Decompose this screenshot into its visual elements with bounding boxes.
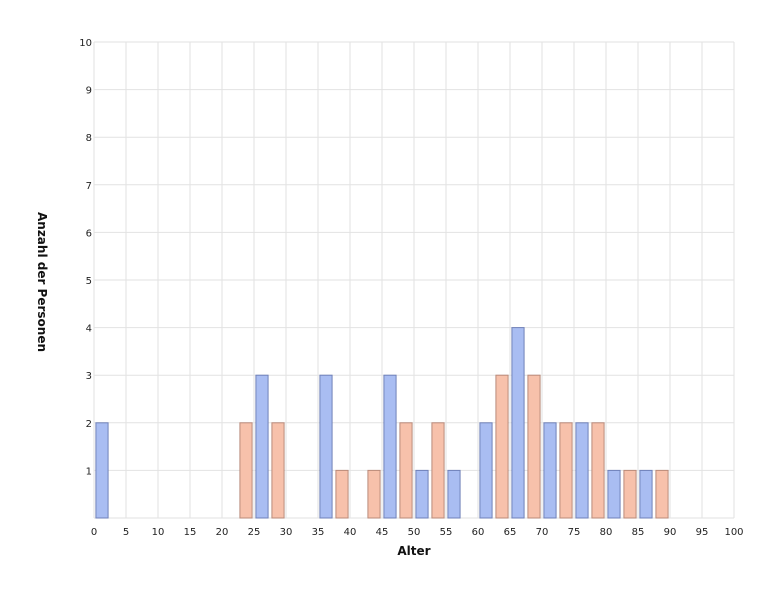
x-tick-label: 80 xyxy=(600,527,613,538)
bar-series-1 xyxy=(479,422,493,519)
grid xyxy=(93,41,735,519)
x-tick-label: 0 xyxy=(91,527,97,538)
bar-series-2 xyxy=(495,374,509,519)
bar-series-2 xyxy=(271,422,285,519)
x-tick-label: 50 xyxy=(408,527,421,538)
bar-series-2 xyxy=(623,469,637,519)
x-tick-label: 20 xyxy=(216,527,229,538)
x-tick-label: 15 xyxy=(184,527,197,538)
y-tick-label: 6 xyxy=(86,228,92,239)
y-tick-label: 9 xyxy=(86,86,92,97)
x-tick-label: 75 xyxy=(568,527,581,538)
bar-series-1 xyxy=(511,327,525,519)
bar-series-2 xyxy=(431,422,445,519)
x-tick-label: 85 xyxy=(632,527,645,538)
x-tick-label: 55 xyxy=(440,527,453,538)
bar-series-2 xyxy=(335,469,349,519)
bar-series-2 xyxy=(591,422,605,519)
y-tick-label: 2 xyxy=(86,419,92,430)
bar-series-2 xyxy=(527,374,541,519)
x-axis-ticks: 0 5 10 15 20 25 30 35 40 45 50 55 60 65 70 75 80 85 90 95 10… xyxy=(91,527,744,538)
bar-series-2 xyxy=(367,469,381,519)
bar-series-2 xyxy=(239,422,253,519)
bar-series-1 xyxy=(383,374,397,519)
bar-series-1 xyxy=(575,422,589,519)
x-tick-label: 90 xyxy=(664,527,677,538)
bar-series-1 xyxy=(95,422,109,519)
y-tick-label: 5 xyxy=(86,276,92,287)
x-tick-label: 10 xyxy=(152,527,165,538)
bar-series-1 xyxy=(255,374,269,519)
x-tick-label: 65 xyxy=(504,527,517,538)
x-tick-label: 35 xyxy=(312,527,325,538)
y-tick-label: 7 xyxy=(86,181,92,192)
x-tick-label: 5 xyxy=(123,527,129,538)
y-tick-label: 3 xyxy=(86,371,92,382)
bar-series-2 xyxy=(399,422,413,519)
x-tick-label: 95 xyxy=(696,527,709,538)
bar-series-2 xyxy=(655,469,669,519)
x-tick-label: 60 xyxy=(472,527,485,538)
bar-series-1 xyxy=(639,469,653,519)
y-axis-ticks: 1 2 3 4 5 6 7 8 9 10 xyxy=(79,38,92,477)
bar-series-1 xyxy=(543,422,557,519)
y-tick-label: 10 xyxy=(79,38,92,49)
bar-series-1 xyxy=(447,469,461,519)
y-tick-label: 1 xyxy=(86,466,92,477)
x-tick-label: 25 xyxy=(248,527,261,538)
bar-series-1 xyxy=(319,374,333,519)
x-axis-title: Alter xyxy=(397,544,430,558)
x-tick-label: 45 xyxy=(376,527,389,538)
x-tick-label: 100 xyxy=(724,527,743,538)
x-tick-label: 40 xyxy=(344,527,357,538)
bar-series-1 xyxy=(607,469,621,519)
bar-series-2 xyxy=(559,422,573,519)
y-tick-label: 4 xyxy=(86,324,92,335)
bars xyxy=(95,327,669,519)
x-tick-label: 70 xyxy=(536,527,549,538)
x-tick-label: 30 xyxy=(280,527,293,538)
bar-series-1 xyxy=(415,469,429,519)
y-tick-label: 8 xyxy=(86,133,92,144)
y-axis-title: Anzahl der Personen xyxy=(35,212,49,352)
